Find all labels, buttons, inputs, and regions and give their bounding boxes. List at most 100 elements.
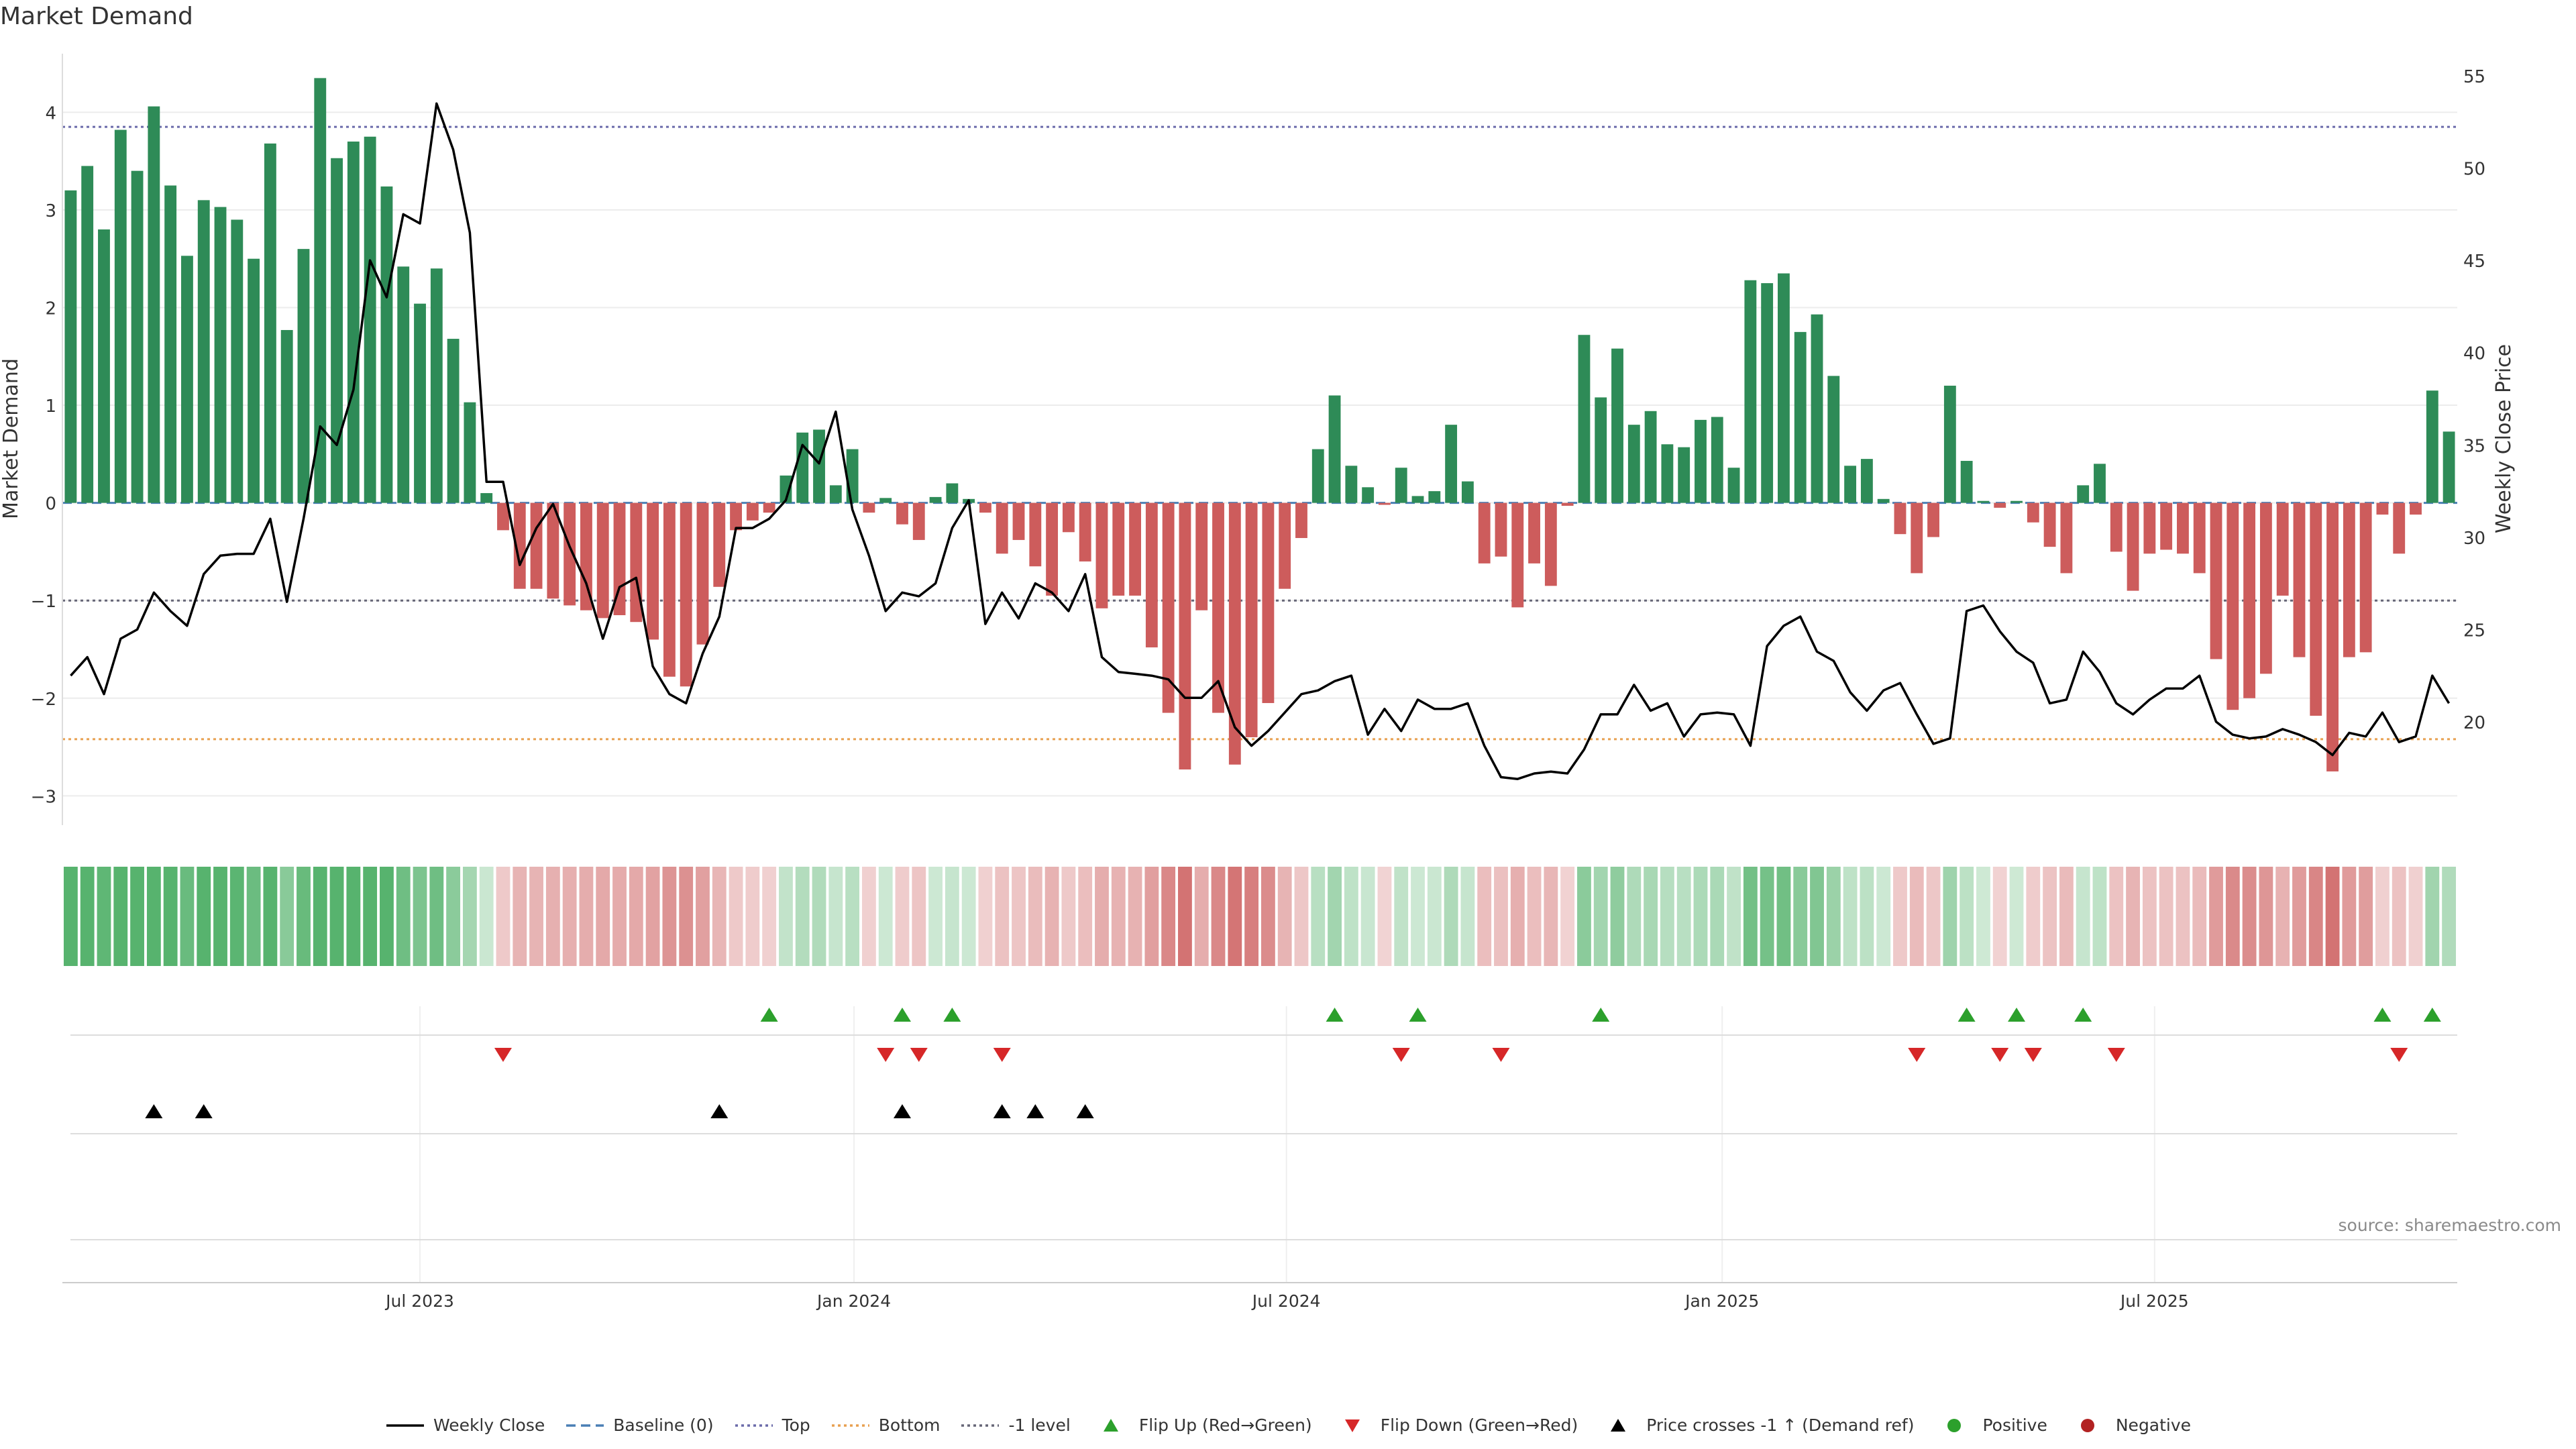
demand-bar bbox=[1395, 468, 1407, 503]
strip-cell bbox=[679, 867, 694, 966]
strip-cell bbox=[1926, 867, 1941, 966]
legend-label: Baseline (0) bbox=[613, 1415, 714, 1435]
strip-cell bbox=[2192, 867, 2207, 966]
demand-bar bbox=[1328, 395, 1341, 503]
demand-bar bbox=[2177, 502, 2189, 554]
y-tick-label: 1 bbox=[45, 396, 56, 417]
demand-bar bbox=[613, 502, 626, 616]
demand-bar bbox=[2043, 502, 2056, 547]
legend-label: -1 level bbox=[1008, 1415, 1071, 1435]
strip-cell bbox=[1194, 867, 1209, 966]
flip-down-marker bbox=[2390, 1048, 2408, 1062]
demand-bar bbox=[2393, 502, 2406, 554]
strip-cell bbox=[1394, 867, 1409, 966]
strip-cell bbox=[579, 867, 594, 966]
demand-bar bbox=[397, 266, 410, 503]
demand-bar bbox=[1977, 500, 1990, 503]
demand-bar bbox=[2410, 502, 2422, 515]
demand-bar bbox=[2193, 502, 2206, 574]
demand-bar bbox=[1079, 502, 1091, 561]
flip-up-marker bbox=[1957, 1008, 1976, 1022]
demand-bar bbox=[1644, 411, 1657, 503]
demand-bar bbox=[2326, 502, 2339, 771]
strip-cell bbox=[895, 867, 910, 966]
strip-cell bbox=[1460, 867, 1475, 966]
demand-bar bbox=[1860, 459, 1873, 503]
legend-label: Positive bbox=[1982, 1415, 2047, 1435]
demand-bar bbox=[331, 158, 343, 503]
demand-bar bbox=[796, 432, 809, 503]
x-tick-label: Jan 2024 bbox=[816, 1291, 891, 1311]
strip-cell bbox=[1144, 867, 1159, 966]
strip-cell bbox=[280, 867, 294, 966]
strip-cell bbox=[1560, 867, 1575, 966]
demand-bar bbox=[2343, 502, 2355, 657]
strip-cell bbox=[429, 867, 444, 966]
triangle-up-icon-shape bbox=[1611, 1418, 1626, 1432]
demand-bar bbox=[2077, 485, 2090, 503]
legend-label: Top bbox=[782, 1415, 810, 1435]
strip-cell bbox=[1593, 867, 1608, 966]
strip-cell bbox=[1793, 867, 1808, 966]
strip-cell bbox=[130, 867, 144, 966]
triangle-down-icon-shape bbox=[1344, 1419, 1360, 1432]
strip-cell bbox=[762, 867, 777, 966]
strip-cell bbox=[1444, 867, 1458, 966]
strip-cell bbox=[2009, 867, 2024, 966]
weekly-close-line bbox=[70, 102, 2451, 780]
strip-cell bbox=[645, 867, 660, 966]
strip-cell bbox=[163, 867, 178, 966]
strip-cell bbox=[1577, 867, 1591, 966]
demand-bar bbox=[2027, 502, 2039, 523]
demand-bar bbox=[1362, 487, 1375, 503]
circle-icon-shape bbox=[2080, 1418, 2094, 1432]
chart-title: Market Demand bbox=[0, 3, 193, 30]
demand-bar bbox=[1578, 335, 1591, 503]
legend-item-bottom: Bottom bbox=[830, 1415, 940, 1435]
demand-bar bbox=[929, 496, 942, 503]
strip-cell bbox=[629, 867, 643, 966]
demand-bar bbox=[364, 136, 376, 503]
strip-cell bbox=[213, 867, 227, 966]
strip-cell bbox=[2059, 867, 2074, 966]
strip-cell bbox=[1328, 867, 1342, 966]
triangle-down-icon bbox=[1344, 1419, 1360, 1432]
demand-bar bbox=[1827, 376, 1840, 503]
y2-tick-label: 50 bbox=[2463, 160, 2485, 180]
demand-bar bbox=[1744, 280, 1757, 503]
demand-bar bbox=[148, 106, 160, 503]
legend: Weekly Close Baseline (0) Top Bottom -1 leve… bbox=[0, 1415, 2576, 1435]
demand-bar bbox=[2293, 502, 2306, 657]
demand-bar bbox=[1311, 449, 1324, 503]
demand-bar bbox=[1695, 419, 1707, 503]
strip-cell bbox=[113, 867, 128, 966]
flip-down-marker bbox=[1392, 1048, 1410, 1062]
strip-cell bbox=[2076, 867, 2090, 966]
color-strip-layer bbox=[63, 867, 2457, 966]
demand-bar bbox=[2110, 502, 2123, 552]
demand-bar bbox=[181, 256, 193, 503]
triangle-up-icon bbox=[1103, 1418, 1118, 1432]
strip-cell bbox=[413, 867, 427, 966]
strip-cell bbox=[529, 867, 543, 966]
demand-bar bbox=[1528, 502, 1540, 564]
demand-bar bbox=[896, 502, 908, 525]
flip-up-marker bbox=[1592, 1008, 1610, 1022]
demand-bar bbox=[81, 166, 94, 503]
y2-tick-label: 55 bbox=[2463, 67, 2485, 87]
strip-cell bbox=[1211, 867, 1226, 966]
demand-bar bbox=[264, 143, 276, 503]
y-axis-label: Market Demand bbox=[0, 358, 23, 519]
strip-cell bbox=[1111, 867, 1126, 966]
strip-cell bbox=[396, 867, 411, 966]
strip-cell bbox=[1510, 867, 1525, 966]
x-tick-label: Jul 2025 bbox=[2119, 1291, 2189, 1311]
strip-cell bbox=[779, 867, 793, 966]
demand-bar bbox=[280, 329, 293, 503]
demand-bar bbox=[1678, 447, 1690, 503]
strip-cell bbox=[1843, 867, 1858, 966]
flip-up-marker bbox=[2423, 1008, 2441, 1022]
strip-cell bbox=[928, 867, 943, 966]
demand-bar bbox=[680, 502, 692, 687]
strip-cell bbox=[2159, 867, 2174, 966]
